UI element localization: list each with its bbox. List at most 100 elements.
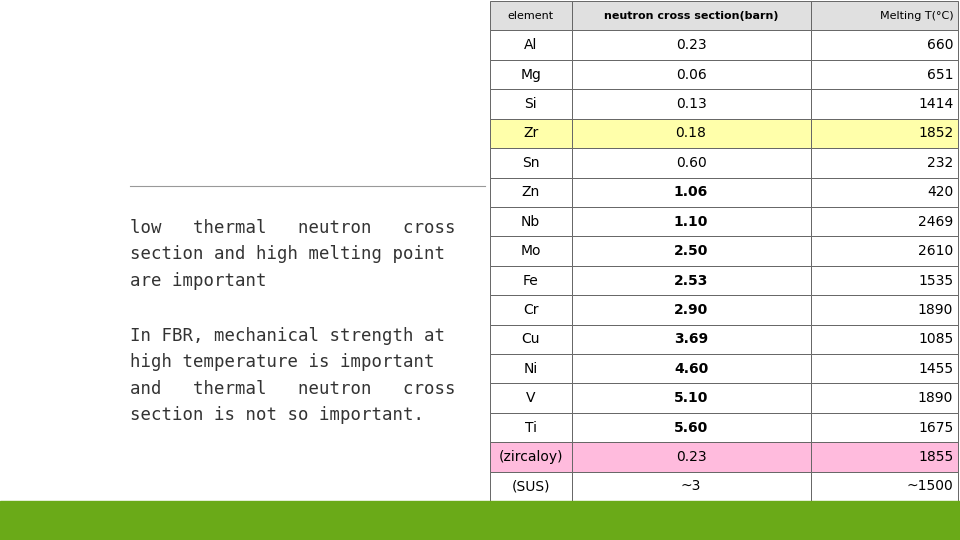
Bar: [571, 1, 810, 30]
Bar: [490, 472, 571, 501]
Text: 0.23: 0.23: [676, 38, 707, 52]
Text: 1890: 1890: [918, 303, 953, 317]
Bar: [810, 442, 958, 472]
Text: 1855: 1855: [918, 450, 953, 464]
Text: 0.06: 0.06: [676, 68, 707, 82]
Text: low   thermal   neutron   cross
section and high melting point
are important: low thermal neutron cross section and hi…: [130, 219, 455, 289]
Bar: [810, 30, 958, 60]
Text: ~3: ~3: [681, 480, 701, 494]
Text: 1890: 1890: [918, 391, 953, 405]
Bar: [810, 266, 958, 295]
Text: Al: Al: [524, 38, 538, 52]
Bar: [571, 207, 810, 237]
Bar: [571, 60, 810, 89]
Bar: [810, 295, 958, 325]
Bar: [571, 148, 810, 178]
Text: Zr: Zr: [523, 126, 539, 140]
Text: Fe: Fe: [522, 274, 539, 287]
Bar: [810, 383, 958, 413]
Text: 0.60: 0.60: [676, 156, 707, 170]
Bar: [810, 89, 958, 119]
Text: 660: 660: [926, 38, 953, 52]
Bar: [810, 178, 958, 207]
Bar: [810, 1, 958, 30]
Text: Cr: Cr: [523, 303, 539, 317]
Text: 1085: 1085: [918, 332, 953, 346]
Text: Mg: Mg: [520, 68, 541, 82]
Text: Ni: Ni: [523, 362, 538, 376]
Text: 4.60: 4.60: [674, 362, 708, 376]
Text: neutron cross section(barn): neutron cross section(barn): [604, 11, 779, 21]
Bar: [571, 472, 810, 501]
Text: 420: 420: [927, 185, 953, 199]
Text: 2610: 2610: [918, 244, 953, 258]
Bar: [571, 237, 810, 266]
Text: (zircaloy): (zircaloy): [498, 450, 563, 464]
Text: 1.10: 1.10: [674, 215, 708, 228]
Text: 1852: 1852: [918, 126, 953, 140]
Text: 1455: 1455: [918, 362, 953, 376]
Text: 0.18: 0.18: [676, 126, 707, 140]
Bar: [810, 119, 958, 148]
Text: 1414: 1414: [918, 97, 953, 111]
Bar: [810, 472, 958, 501]
Text: 2.53: 2.53: [674, 274, 708, 287]
Text: 1535: 1535: [918, 274, 953, 287]
Text: 5.10: 5.10: [674, 391, 708, 405]
Text: Sn: Sn: [522, 156, 540, 170]
Bar: [571, 30, 810, 60]
Bar: [490, 60, 571, 89]
Text: 232: 232: [927, 156, 953, 170]
Bar: [0, 501, 960, 540]
Text: 2469: 2469: [918, 215, 953, 228]
Bar: [571, 383, 810, 413]
Bar: [810, 60, 958, 89]
Text: (SUS): (SUS): [512, 480, 550, 494]
Bar: [571, 89, 810, 119]
Text: Nb: Nb: [521, 215, 540, 228]
Text: ~1500: ~1500: [906, 480, 953, 494]
Bar: [490, 207, 571, 237]
Bar: [490, 442, 571, 472]
Text: element: element: [508, 11, 554, 21]
Bar: [490, 89, 571, 119]
Bar: [490, 383, 571, 413]
Bar: [571, 442, 810, 472]
Text: Zn: Zn: [521, 185, 540, 199]
Bar: [490, 295, 571, 325]
Bar: [571, 413, 810, 442]
Bar: [571, 354, 810, 383]
Text: V: V: [526, 391, 536, 405]
Bar: [490, 148, 571, 178]
Bar: [571, 325, 810, 354]
Bar: [810, 207, 958, 237]
Bar: [490, 413, 571, 442]
Bar: [490, 266, 571, 295]
Text: 5.60: 5.60: [674, 421, 708, 435]
Bar: [490, 354, 571, 383]
Bar: [571, 295, 810, 325]
Bar: [810, 325, 958, 354]
Bar: [810, 148, 958, 178]
Text: 1.06: 1.06: [674, 185, 708, 199]
Bar: [571, 119, 810, 148]
Text: 0.23: 0.23: [676, 450, 707, 464]
Text: Ti: Ti: [524, 421, 537, 435]
Bar: [571, 178, 810, 207]
Bar: [810, 413, 958, 442]
Bar: [490, 30, 571, 60]
Bar: [490, 1, 571, 30]
Text: 1675: 1675: [918, 421, 953, 435]
Text: Si: Si: [524, 97, 537, 111]
Text: Mo: Mo: [520, 244, 540, 258]
Bar: [490, 325, 571, 354]
Text: 2.50: 2.50: [674, 244, 708, 258]
Text: Cu: Cu: [521, 332, 540, 346]
Text: 0.13: 0.13: [676, 97, 707, 111]
Bar: [810, 354, 958, 383]
Text: 2.90: 2.90: [674, 303, 708, 317]
Text: 3.69: 3.69: [674, 332, 708, 346]
Bar: [490, 178, 571, 207]
Text: In FBR, mechanical strength at
high temperature is important
and   thermal   neu: In FBR, mechanical strength at high temp…: [130, 327, 455, 424]
Bar: [490, 119, 571, 148]
